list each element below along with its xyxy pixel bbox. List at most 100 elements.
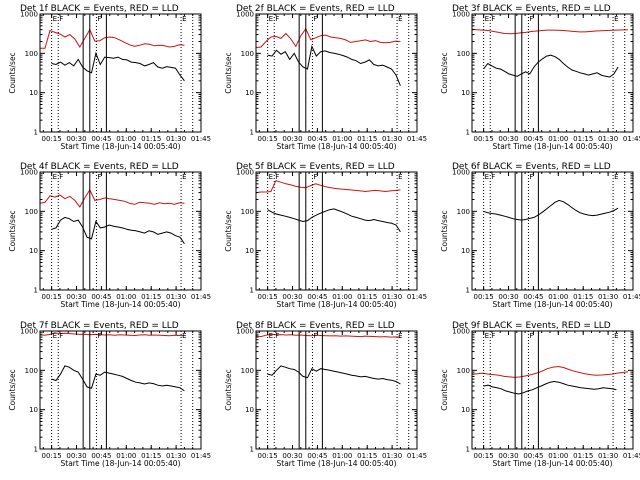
- time-marker-label: E: [614, 173, 618, 181]
- y-tick-label: 10: [245, 247, 254, 255]
- y-tick-label: 100: [457, 208, 470, 216]
- series-line-lld: [255, 180, 401, 194]
- x-axis-label: Start Time (18-Jun-14 00:05:40): [61, 142, 181, 151]
- x-tick-label: 00:45: [91, 135, 111, 143]
- series-line-events: [483, 199, 619, 221]
- x-tick-label: 01:30: [166, 452, 186, 460]
- x-tick-label: 00:30: [498, 135, 518, 143]
- time-marker-label: F: [491, 332, 495, 340]
- plot-frame: [39, 171, 202, 291]
- x-tick-label: 01:45: [407, 452, 427, 460]
- x-axis-label: Start Time (18-Jun-14 00:05:40): [493, 459, 613, 468]
- x-tick-label: 01:45: [623, 293, 640, 301]
- series-line-lld: [39, 188, 185, 208]
- x-tick-label: 01:30: [598, 452, 618, 460]
- series-line-lld: [471, 365, 629, 378]
- time-marker-label: E: [485, 15, 489, 23]
- x-tick-label: 01:15: [357, 452, 377, 460]
- y-tick-label: 10: [461, 89, 470, 97]
- series-line-lld: [471, 28, 629, 35]
- plot-frame: [39, 13, 202, 133]
- time-marker-label: E: [398, 332, 402, 340]
- time-marker-label: F: [97, 15, 101, 23]
- x-tick-label: 01:15: [357, 135, 377, 143]
- x-tick-label: 01:30: [598, 293, 618, 301]
- y-tick-label: 100: [25, 50, 38, 58]
- time-marker-label: E: [182, 332, 186, 340]
- plot-frame: [471, 171, 634, 291]
- y-tick-label: 1000: [20, 169, 38, 177]
- x-tick-label: 01:15: [573, 293, 593, 301]
- x-tick-label: 00:15: [42, 452, 62, 460]
- y-axis-label: Counts/sec: [440, 369, 449, 410]
- time-marker-label: E: [53, 332, 57, 340]
- time-marker-label: F: [491, 15, 495, 23]
- x-tick-label: 00:45: [523, 293, 543, 301]
- time-marker-label: E: [53, 173, 57, 181]
- y-axis-label: Counts/sec: [8, 369, 17, 410]
- y-axis-label: Counts/sec: [440, 52, 449, 93]
- y-tick-label: 1: [250, 287, 254, 295]
- x-axis-label: Start Time (18-Jun-14 00:05:40): [277, 459, 397, 468]
- time-marker-label: E: [398, 173, 402, 181]
- x-tick-label: 01:00: [332, 452, 352, 460]
- x-tick-label: 00:45: [91, 452, 111, 460]
- x-tick-label: 01:15: [141, 452, 161, 460]
- panel-title: Det 2f BLACK = Events, RED = LLD: [236, 4, 395, 14]
- x-tick-label: 01:30: [166, 293, 186, 301]
- x-tick-label: 01:00: [548, 293, 568, 301]
- time-marker-label: E: [182, 173, 186, 181]
- series-line-events: [267, 208, 401, 233]
- series-line-events: [483, 380, 617, 395]
- time-marker-label: F: [313, 173, 317, 181]
- y-tick-label: 1: [250, 446, 254, 454]
- time-marker-label: F: [97, 173, 101, 181]
- y-tick-label: 1: [34, 129, 38, 137]
- panel-title: Det 5f BLACK = Events, RED = LLD: [236, 162, 395, 172]
- y-tick-label: 1: [34, 287, 38, 295]
- series-line-events: [51, 365, 185, 392]
- x-axis-label: Start Time (18-Jun-14 00:05:40): [493, 142, 613, 151]
- x-tick-label: 01:45: [407, 293, 427, 301]
- y-tick-label: 1000: [452, 11, 470, 19]
- panel-title: Det 7f BLACK = Events, RED = LLD: [20, 321, 179, 331]
- x-tick-label: 00:30: [66, 293, 86, 301]
- y-tick-label: 1000: [236, 169, 254, 177]
- series-line-events: [267, 365, 401, 385]
- x-tick-label: 00:15: [258, 452, 278, 460]
- y-tick-label: 10: [29, 406, 38, 414]
- time-marker-label: E: [614, 15, 618, 23]
- plot-frame: [255, 330, 418, 450]
- x-tick-label: 01:00: [548, 452, 568, 460]
- x-tick-label: 01:00: [332, 135, 352, 143]
- x-tick-label: 00:15: [42, 293, 62, 301]
- time-marker-label: F: [275, 332, 279, 340]
- x-tick-label: 01:30: [598, 135, 618, 143]
- y-axis-label: Counts/sec: [8, 210, 17, 251]
- time-marker-label: F: [529, 173, 533, 181]
- series-line-lld: [40, 28, 185, 49]
- time-marker-label: F: [313, 15, 317, 23]
- y-tick-label: 1: [466, 129, 470, 137]
- x-tick-label: 01:00: [116, 452, 136, 460]
- x-tick-label: 01:00: [332, 293, 352, 301]
- x-tick-label: 01:45: [191, 293, 211, 301]
- panel-title: Det 9f BLACK = Events, RED = LLD: [452, 321, 611, 331]
- y-tick-label: 100: [241, 50, 254, 58]
- x-tick-label: 00:15: [474, 135, 494, 143]
- x-tick-label: 01:45: [623, 452, 640, 460]
- y-tick-label: 100: [25, 208, 38, 216]
- time-marker-label: F: [275, 15, 279, 23]
- panel-title: Det 4f BLACK = Events, RED = LLD: [20, 162, 179, 172]
- x-tick-label: 00:15: [258, 135, 278, 143]
- y-tick-label: 100: [241, 367, 254, 375]
- x-tick-label: 00:30: [282, 135, 302, 143]
- plot-frame: [471, 13, 634, 133]
- series-line-lld: [39, 332, 185, 337]
- y-tick-label: 1: [250, 129, 254, 137]
